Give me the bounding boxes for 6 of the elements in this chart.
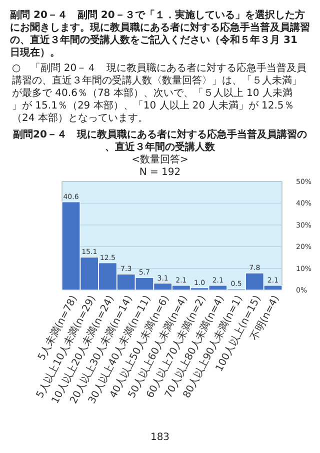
text: 副問 20－４ 副問 20－３で「１．実施している」を選択した方にお聞きします。現に教員職にある者に対する応急手当普及員講習の、直近３年間の受講人数をご記入ください（令和５年３月 31 日現在）。 (10, 9, 310, 58)
text: N = 192 (139, 167, 181, 178)
text: 183 (150, 432, 170, 443)
chart-subtitle: <数量回答> (132, 154, 188, 166)
text: ○ 「副問 20－４ 現に教員職にある者に対する応急手当普及員講習の、直近３年間の受講人数〈数量回答〉」は、「５人未満」が最多で 40.6％（78 本部）、次いで、「５人以上 10 人未満」が 15.1％（29 本部）、「10 人以上 20 人未満」が 12.5％（24 本部）となっています。 (12, 62, 307, 124)
chart-title: 副問20－４ 現に教員職にある者に対する応急手当普及員講習の、直近３年間の受講人数 (13, 128, 307, 153)
